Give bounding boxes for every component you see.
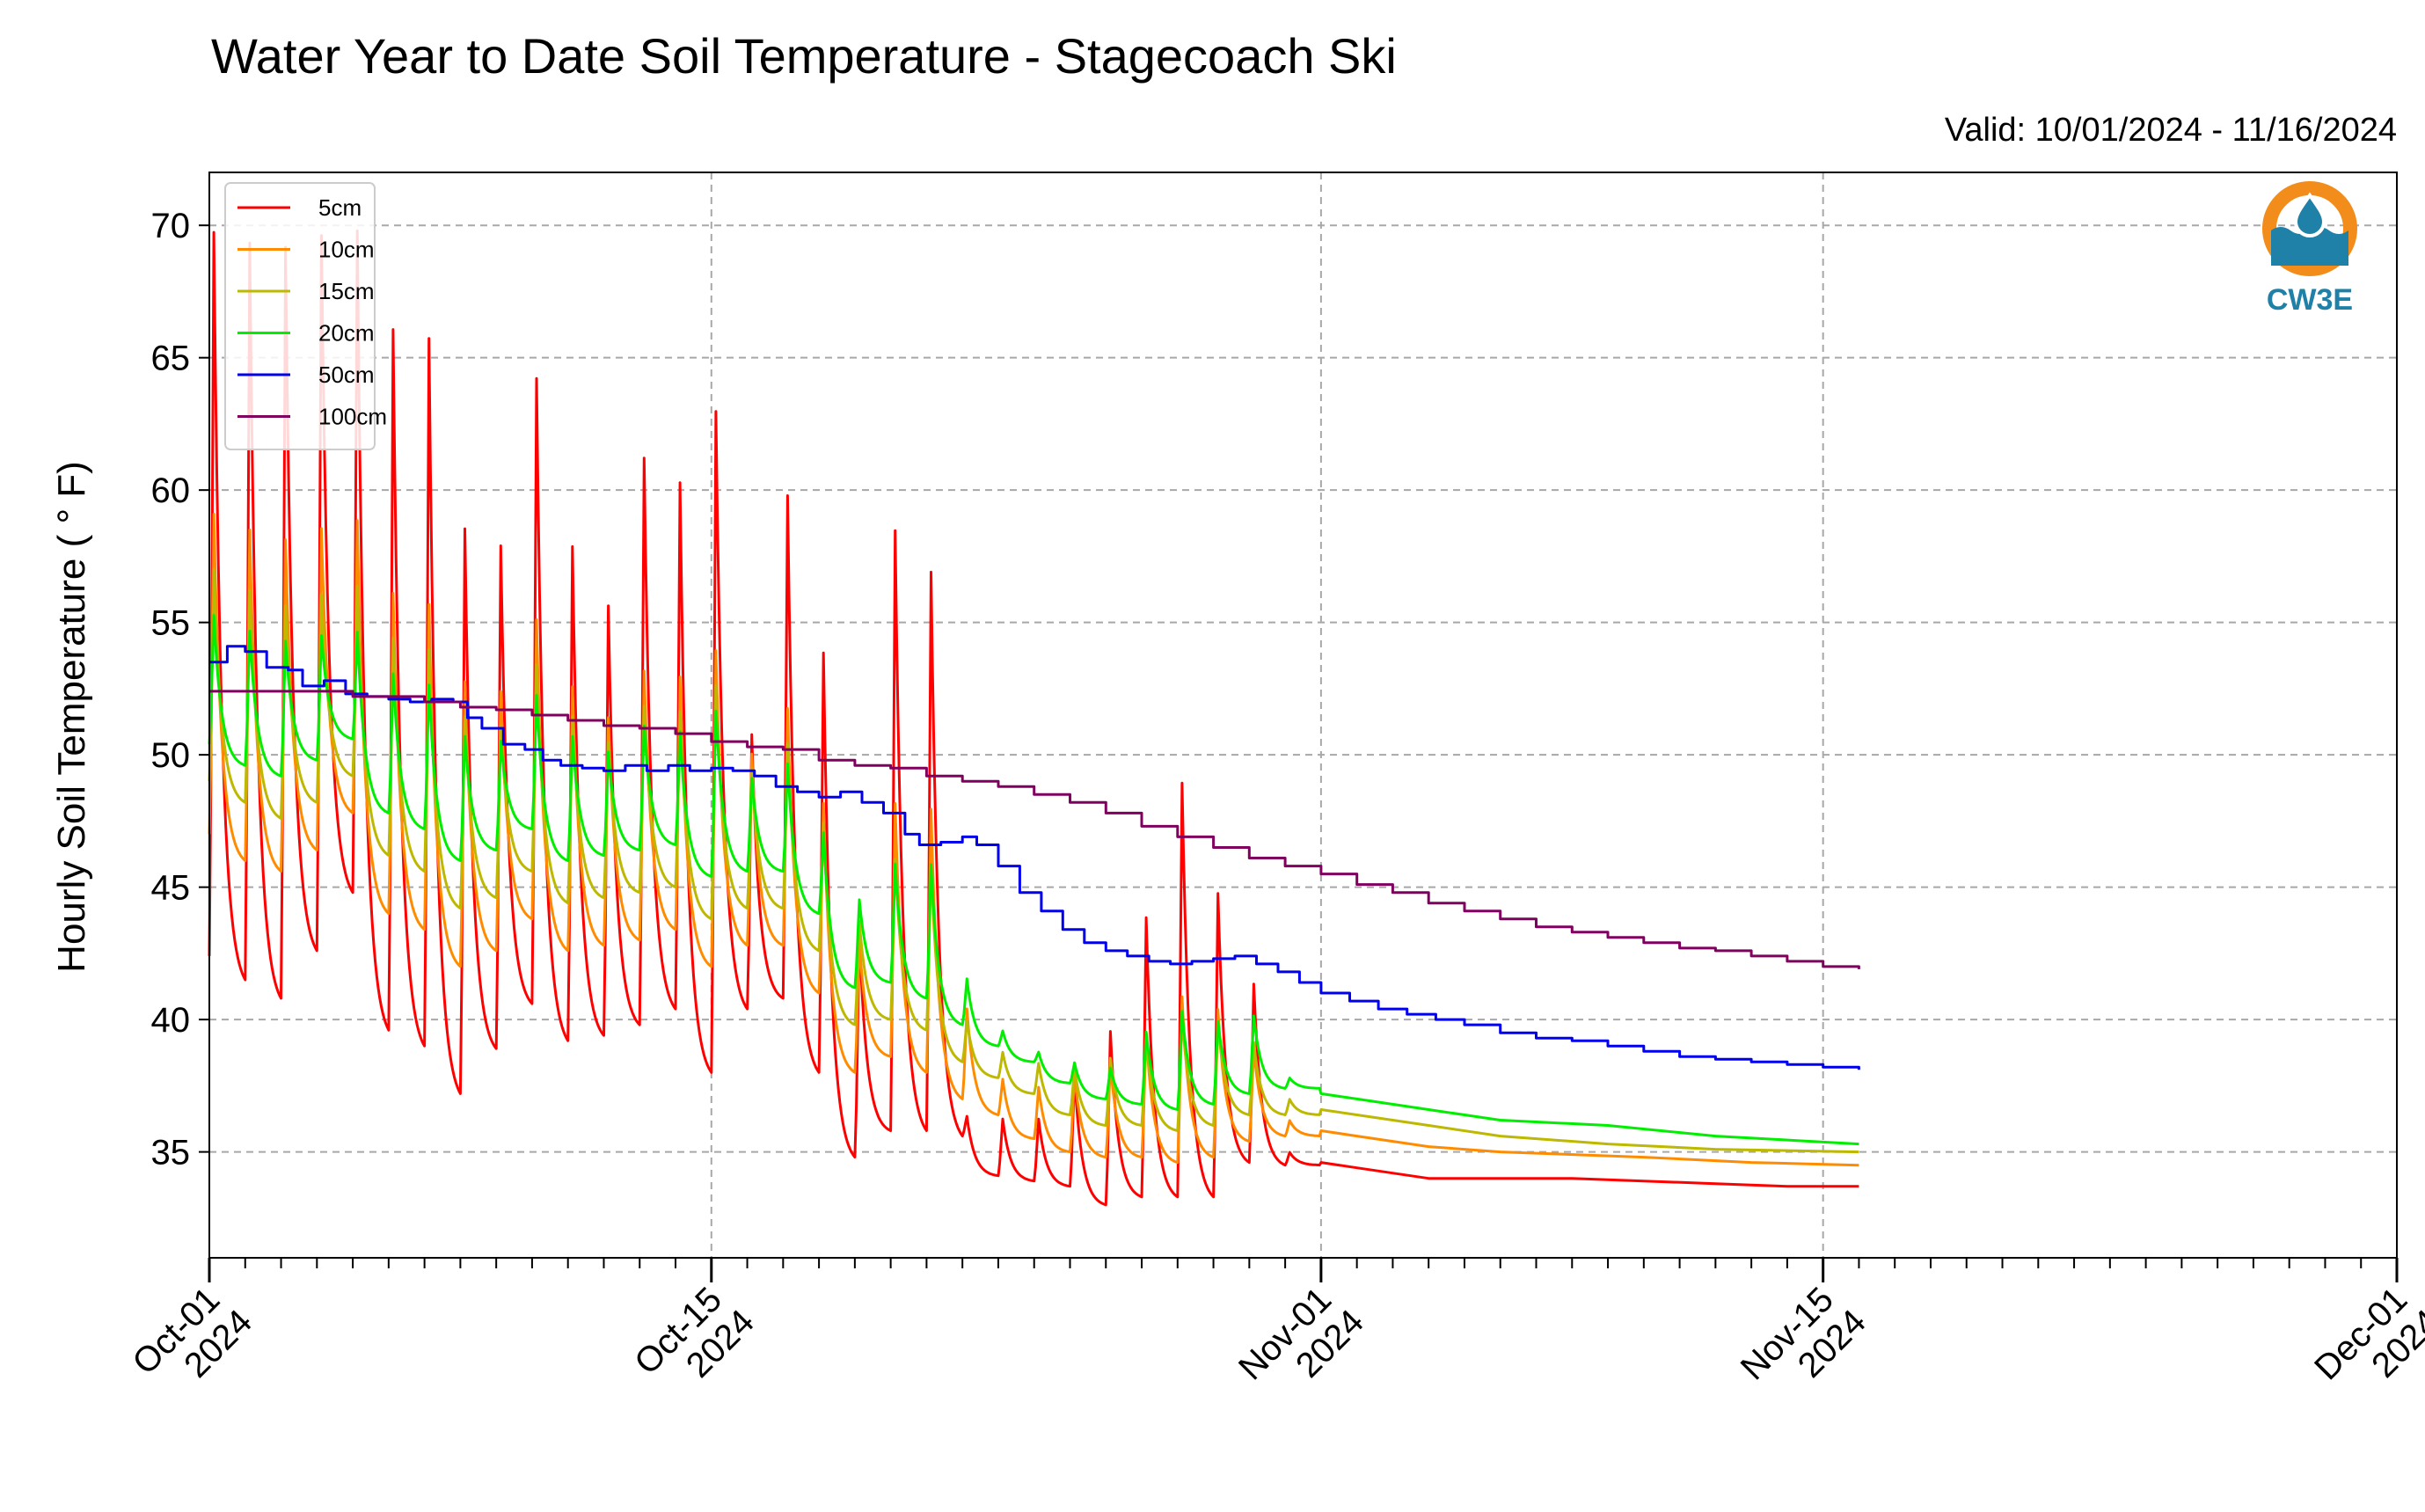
- series-line-10cm: [208, 513, 1859, 1167]
- y-tick-label: 70: [151, 207, 191, 245]
- logo-drop-icon: [2293, 192, 2326, 237]
- legend: 5cm 10cm 15cm 20cm 50cm 100cm: [224, 182, 387, 450]
- chart-title: Water Year to Date Soil Temperature - St…: [211, 28, 1397, 84]
- series-line-100cm: [209, 690, 1860, 969]
- legend-label-15cm: 15cm: [318, 278, 375, 304]
- series-line-5cm: [208, 229, 1859, 1207]
- grid-lines: [209, 172, 2397, 1258]
- plot-frame: [208, 172, 2398, 1259]
- legend-label-10cm: 10cm: [318, 237, 375, 263]
- y-tick-label: 50: [151, 736, 191, 775]
- y-tick-label: 60: [151, 471, 191, 510]
- y-axis-label: Hourly Soil Temperature ( ° F): [50, 461, 93, 973]
- y-tick-label: 35: [151, 1134, 191, 1172]
- cw3e-logo: CW3E: [2262, 181, 2357, 317]
- logo-wave-icon: [2271, 227, 2348, 266]
- y-axis-ticks: 35 40 45 50 55 60 65 70: [151, 207, 209, 1172]
- legend-label-20cm: 20cm: [318, 320, 375, 347]
- chart-subtitle: Valid: 10/01/2024 - 11/16/2024: [1945, 112, 2397, 149]
- plot-lines: [208, 229, 1860, 1207]
- y-tick-label: 45: [151, 869, 191, 908]
- legend-label-100cm: 100cm: [318, 404, 387, 430]
- logo-text: CW3E: [2267, 283, 2353, 317]
- series-line-20cm: [208, 614, 1859, 1146]
- legend-label-5cm: 5cm: [318, 194, 362, 221]
- logo-ring-icon: [2262, 181, 2357, 276]
- series-line-50cm: [209, 645, 1860, 1070]
- y-tick-label: 65: [151, 340, 191, 378]
- y-tick-label: 55: [151, 604, 191, 643]
- series-line-15cm: [208, 568, 1859, 1154]
- y-tick-label: 40: [151, 1001, 191, 1040]
- legend-label-50cm: 50cm: [318, 362, 375, 388]
